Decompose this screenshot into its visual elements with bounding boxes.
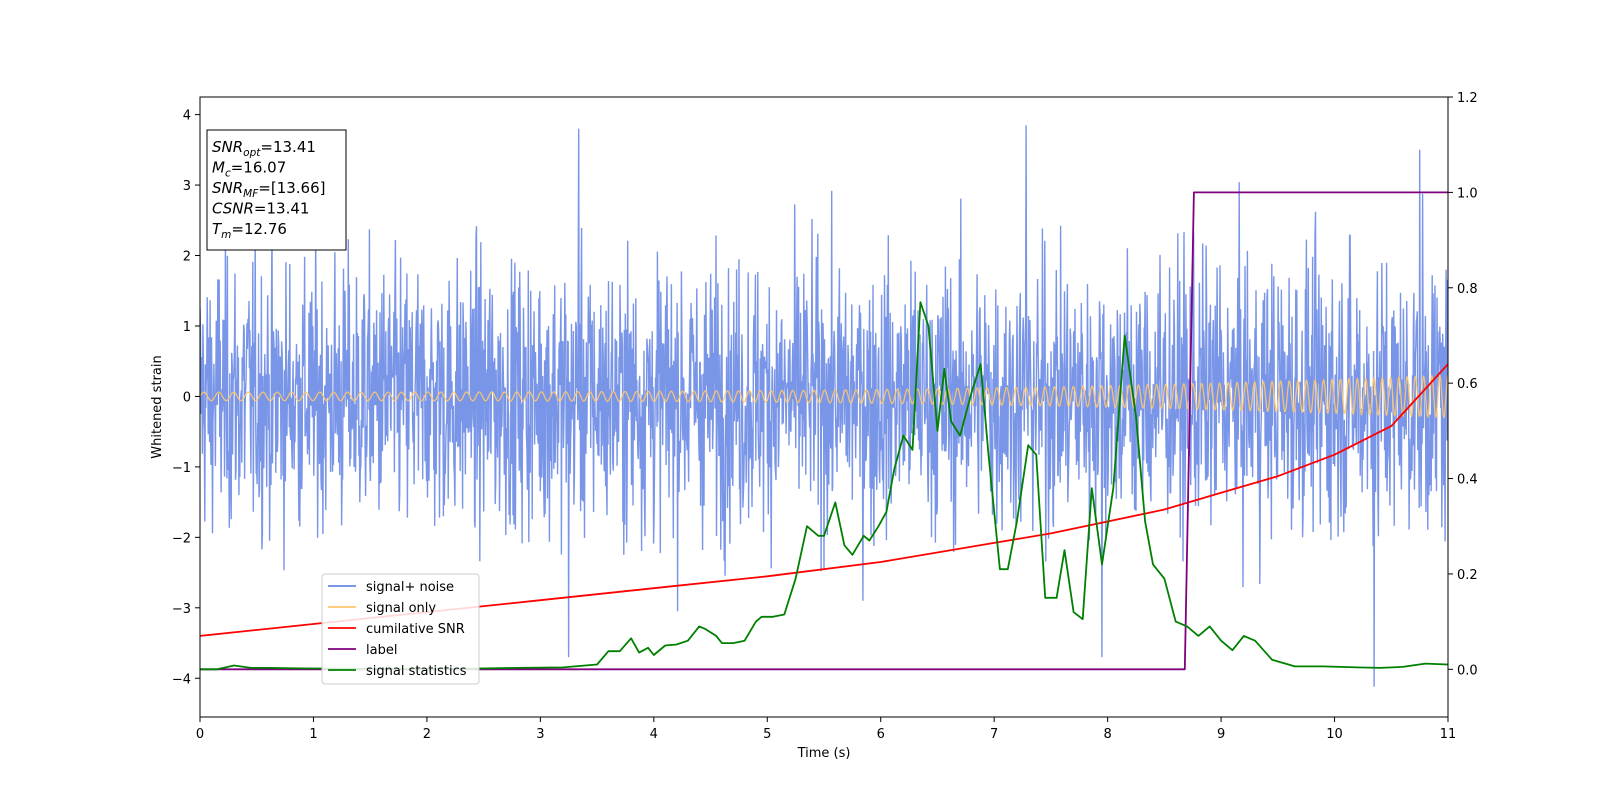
x-tick-label: 7: [990, 727, 998, 742]
y-tick-label: −3: [172, 602, 191, 617]
signal-noise-line: [200, 125, 1448, 687]
x-tick-label: 8: [1103, 727, 1111, 742]
x-tick-label: 1: [309, 727, 317, 742]
y-tick-label: 4: [183, 109, 191, 124]
x-tick-label: 4: [650, 727, 658, 742]
y2-tick-label: 1.0: [1457, 186, 1478, 201]
x-tick-label: 11: [1440, 727, 1457, 742]
annotation-symbol: SNR: [212, 138, 243, 156]
x-axis-label: Time (s): [797, 746, 851, 761]
y2-tick-label: 0.0: [1457, 663, 1478, 678]
annotation-symbol: M: [212, 159, 225, 177]
x-tick-label: 3: [536, 727, 544, 742]
x-tick-label: 10: [1326, 727, 1343, 742]
legend-label: label: [366, 643, 397, 658]
annotation-value: =16.07: [231, 159, 287, 177]
annotation-line: Mc=16.07: [212, 159, 286, 180]
label-series: [200, 191, 1448, 671]
x-tick-label: 2: [423, 727, 431, 742]
y2-tick-label: 0.2: [1457, 568, 1478, 583]
plot-area: [200, 125, 1448, 687]
x-tick-label: 6: [877, 727, 885, 742]
label-line: [200, 191, 1448, 671]
annotation-frame: [206, 129, 347, 251]
y-tick-label: 0: [183, 390, 191, 405]
y-axis-left: −4 −3 −2 −1 0 1 2 3 4: [172, 109, 200, 687]
y-tick-label: −4: [172, 672, 191, 687]
y-tick-label: 3: [183, 179, 191, 194]
y-axis-right: 0.0 0.2 0.4 0.6 0.8 1.0 1.2: [1448, 91, 1478, 678]
x-tick-label: 0: [196, 727, 204, 742]
signal-statistics-line: [200, 301, 1448, 671]
annotation-subscript: m: [221, 229, 231, 241]
y2-tick-label: 0.8: [1457, 282, 1478, 297]
annotation-subscript: MF: [243, 188, 259, 200]
x-tick-label: 9: [1217, 727, 1225, 742]
annotation-symbol: CSNR: [212, 200, 254, 218]
signal-statistics-series: [200, 301, 1448, 671]
legend-label: signal statistics: [366, 664, 467, 679]
y-tick-label: −2: [172, 531, 191, 546]
plot-frame: [199, 96, 1449, 718]
legend-label: signal only: [366, 601, 436, 616]
annotation-line: Tm=12.76: [212, 220, 287, 241]
annotation-value: =13.41: [254, 200, 310, 218]
annotation-subscript: opt: [243, 147, 261, 159]
annotation-symbol: SNR: [212, 179, 243, 197]
annotation-line: CSNR=13.41: [212, 200, 309, 218]
y2-tick-label: 0.6: [1457, 377, 1478, 392]
signal-noise-series: [200, 125, 1448, 687]
annotation-line: SNRMF=[13.66]: [212, 179, 326, 200]
stats-annotation-box: SNRopt=13.41Mc=16.07SNRMF=[13.66]CSNR=13…: [206, 129, 347, 251]
y2-tick-label: 0.4: [1457, 473, 1478, 488]
annotation-subscript: c: [225, 168, 231, 180]
y-axis-label: Whitened strain: [150, 355, 165, 458]
signal-only-line: [200, 374, 1448, 419]
annotation-value: =13.41: [260, 138, 316, 156]
cumulative-snr-line: [200, 363, 1448, 637]
y2-tick-label: 1.2: [1457, 91, 1478, 106]
legend-label: signal+ noise: [366, 580, 454, 595]
x-axis: 0 1 2 3 4 5 6 7 8 9 10 11: [196, 717, 1456, 742]
y-tick-label: −1: [172, 461, 191, 476]
y-tick-label: 1: [183, 320, 191, 335]
legend-label: cumilative SNR: [366, 622, 465, 637]
annotation-value: =12.76: [231, 220, 287, 238]
x-tick-label: 5: [763, 727, 771, 742]
y-tick-label: 2: [183, 250, 191, 265]
annotation-value: =[13.66]: [258, 179, 325, 197]
legend: signal+ noise signal only cumilative SNR la…: [321, 573, 480, 685]
annotation-line: SNRopt=13.41: [212, 138, 316, 159]
annotation-symbol: T: [212, 220, 223, 238]
legend-frame: [321, 573, 480, 685]
cumulative-snr-series: [200, 363, 1448, 637]
signal-only-series: [200, 374, 1448, 419]
